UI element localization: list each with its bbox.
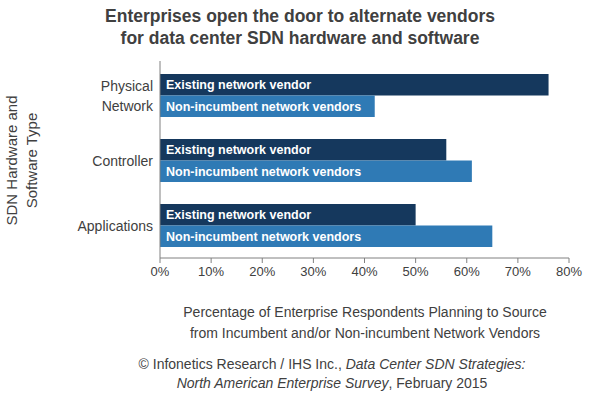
category-label-line: Network [102, 98, 154, 114]
series-label: Non-incumbent network vendors [166, 165, 361, 179]
y-axis [160, 61, 161, 258]
x-tick [262, 258, 263, 263]
bar [160, 161, 472, 183]
source-prefix: © Infonetics Research / IHS Inc., [139, 356, 346, 372]
x-tick [160, 258, 161, 263]
y-axis-label-line: Software Type [23, 113, 40, 209]
x-axis-label: Percentage of Enterprise Respondents Pla… [183, 304, 547, 341]
y-axis-label-line: SDN Hardware and [3, 95, 20, 225]
bar-labels: Existing network vendor Non-incumbent net… [166, 78, 361, 244]
category-label-line: Physical [101, 78, 153, 94]
bar [160, 139, 446, 161]
x-tick-label: 50% [403, 264, 429, 279]
category-label: Applications [78, 218, 154, 234]
x-tick [517, 258, 518, 263]
bar [160, 204, 416, 226]
x-tick-label: 10% [198, 264, 224, 279]
category-label: Controller [92, 153, 153, 169]
x-tick-label: 30% [300, 264, 326, 279]
x-tick [569, 258, 570, 263]
category-label-line: Controller [92, 153, 153, 169]
source-line: © Infonetics Research / IHS Inc., Data C… [139, 356, 526, 372]
series-label: Existing network vendor [166, 208, 311, 222]
source-line: North American Enterprise Survey, Februa… [177, 375, 488, 391]
series-label: Existing network vendor [166, 143, 311, 157]
source-publication: Data Center SDN Strategies: [346, 356, 526, 372]
x-axis-label-line: Percentage of Enterprise Respondents Pla… [183, 304, 547, 320]
title-line: Enterprises open the door to alternate v… [105, 6, 495, 26]
x-tick-label: 20% [249, 264, 275, 279]
x-tick-label: 60% [454, 264, 480, 279]
category-label: Physical Network [101, 78, 154, 114]
x-tick [364, 258, 365, 263]
bars [160, 74, 549, 247]
title-line: for data center SDN hardware and softwar… [121, 28, 480, 48]
bar [160, 74, 549, 96]
x-tick [415, 258, 416, 263]
title: Enterprises open the door to alternate v… [105, 6, 495, 48]
y-axis-label: SDN Hardware andSoftware Type [3, 95, 40, 225]
bar [160, 226, 492, 248]
x-tick-label: 70% [505, 264, 531, 279]
source: © Infonetics Research / IHS Inc., Data C… [139, 356, 526, 391]
x-tick-label: 80% [556, 264, 582, 279]
x-tick [211, 258, 212, 263]
chart: Enterprises open the door to alternate v… [0, 0, 600, 400]
source-publication: North American Enterprise Survey [177, 375, 390, 391]
x-axis-label-line: from Incumbent and/or Non-incumbent Netw… [190, 325, 540, 341]
category-label-line: Applications [78, 218, 154, 234]
x-tick-label: 0% [151, 264, 170, 279]
series-label: Existing network vendor [166, 78, 311, 92]
series-label: Non-incumbent network vendors [166, 230, 361, 244]
source-suffix: , February 2015 [389, 375, 488, 391]
x-tick-label: 40% [351, 264, 377, 279]
bar [160, 96, 375, 118]
y-label-group: SDN Hardware andSoftware Type [3, 95, 40, 225]
series-label: Non-incumbent network vendors [166, 100, 361, 114]
x-tick [313, 258, 314, 263]
x-tick [466, 258, 467, 263]
